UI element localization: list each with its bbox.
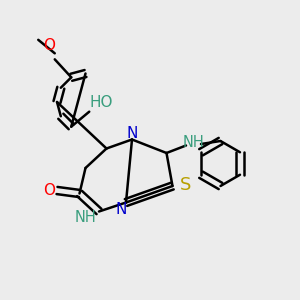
Text: N: N (126, 126, 138, 141)
Text: NH: NH (183, 135, 204, 150)
Text: O: O (44, 183, 56, 198)
Text: O: O (43, 38, 55, 53)
Text: HO: HO (89, 95, 113, 110)
Text: N: N (116, 202, 127, 217)
Text: NH: NH (75, 210, 96, 225)
Text: S: S (180, 176, 192, 194)
